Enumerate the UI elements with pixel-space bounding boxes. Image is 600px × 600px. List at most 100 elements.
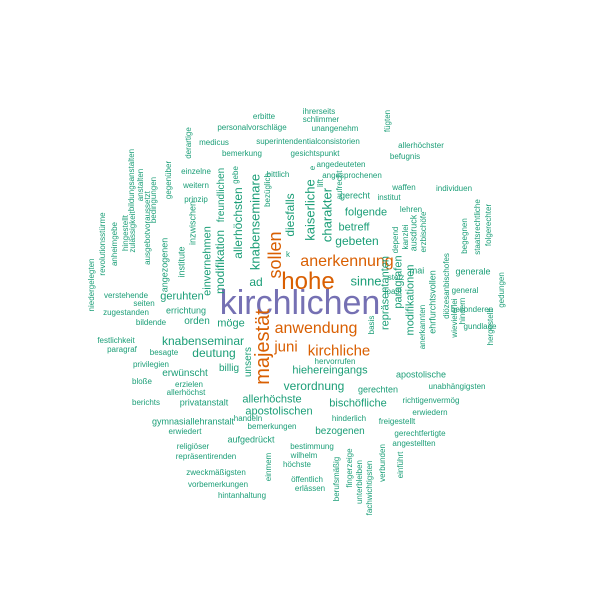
word: e <box>308 165 317 171</box>
word: gesichtspunkt <box>290 149 340 158</box>
word: einführt <box>396 451 405 479</box>
word: einvernehmen <box>201 226 214 296</box>
word: derartige <box>184 127 193 159</box>
word: bezüglich <box>263 173 272 207</box>
word: schlimmer <box>302 115 340 124</box>
word: superintendentialconsistorien <box>256 137 360 146</box>
word: ehrfurchtsvollen <box>427 270 438 334</box>
word: gymnasiallehranstalt <box>151 416 235 427</box>
word: privatanstalt <box>179 397 229 408</box>
word: erzielen <box>174 380 204 389</box>
word: medicus <box>199 138 229 147</box>
word: apostolische <box>395 369 447 380</box>
word: verbunden <box>378 444 387 482</box>
word: erwiedern <box>412 408 448 417</box>
word: erwünscht <box>162 368 208 379</box>
word: anheimgebe <box>110 221 119 267</box>
word: öffentlich <box>291 475 323 484</box>
word: gerechtfertigte <box>394 429 446 438</box>
word: unterbleiben <box>355 459 364 505</box>
word: betreff <box>338 221 370 234</box>
word: sollen <box>265 231 285 279</box>
word: mai <box>409 265 425 276</box>
word: ad <box>249 275 263 289</box>
word: kanzlei <box>401 224 410 250</box>
word: waffen <box>392 183 416 192</box>
word: lehren <box>399 205 423 214</box>
word: niedergelegten <box>87 258 96 312</box>
word: höchste <box>282 460 312 469</box>
word: festlichkeit <box>97 336 135 345</box>
word: angedeuteten <box>316 160 366 169</box>
word: freundlichen <box>216 167 227 223</box>
word: seiten <box>133 299 155 308</box>
word: befugnis <box>389 152 421 161</box>
word: möge <box>217 317 245 330</box>
word: paragraf <box>107 345 137 354</box>
word: kaiserliche <box>302 179 318 241</box>
word: berichts <box>131 398 161 407</box>
word: begegnen <box>460 218 469 254</box>
word: gerecht <box>339 190 371 201</box>
word: hintanhaltung <box>217 491 267 500</box>
word: privilegien <box>132 360 170 369</box>
word: erzbischöfe <box>419 211 428 253</box>
word: orden <box>184 316 210 327</box>
word: gegenüber <box>164 160 173 200</box>
word: knabenseminare <box>247 173 263 271</box>
word: unabhängigsten <box>428 382 486 391</box>
word: anerkannten <box>418 304 427 350</box>
word: hindern <box>458 297 467 325</box>
word: ihrerseits <box>302 107 336 116</box>
word: kirchliche <box>307 342 371 360</box>
word: general <box>451 286 479 295</box>
word: unsers <box>243 346 254 378</box>
word: anwendung <box>274 320 358 337</box>
word: lift <box>316 179 325 187</box>
word: besagte <box>149 348 179 357</box>
word: gerechten <box>357 384 399 395</box>
word: bildende <box>135 318 167 327</box>
word: fachwichtigsten <box>365 460 374 516</box>
word: zweckmäßigsten <box>186 468 246 477</box>
word: unangenehm <box>311 124 359 133</box>
word: folgerechter <box>484 203 493 247</box>
word: wilhelm <box>290 451 318 460</box>
word: billig <box>218 363 240 374</box>
word: generale <box>455 266 491 277</box>
word: erwiedert <box>168 427 202 436</box>
word: apostolischen <box>245 405 313 418</box>
word: erlässen <box>294 484 326 493</box>
word: juni <box>274 338 298 356</box>
word: charakter <box>319 187 335 243</box>
word: bemerkung <box>221 149 263 158</box>
word: bestimmung <box>290 442 334 451</box>
word: gebeten <box>335 234 379 248</box>
word: allerhöchste <box>242 393 302 406</box>
word: gundlage <box>463 322 497 331</box>
word: hinderlich <box>331 414 367 423</box>
word: allerhöchster <box>398 141 444 150</box>
word: personalvorschläge <box>217 123 287 132</box>
word: institute <box>176 246 187 278</box>
word: verordnung <box>283 379 345 393</box>
word: gedungen <box>497 272 506 308</box>
word: richtigenvermög <box>402 396 460 405</box>
word: errichtung <box>165 305 207 316</box>
word: aufgedrückt <box>227 434 275 445</box>
word: kirchlichen <box>219 284 381 322</box>
word: sinne <box>350 273 382 289</box>
word: modifikation <box>213 229 227 295</box>
word: einzelne <box>181 167 211 176</box>
word: basis <box>367 315 376 335</box>
word: freigestellt <box>378 417 416 426</box>
word: verstehende <box>103 291 149 300</box>
word: inzwischen <box>187 200 198 246</box>
word: zugestanden <box>103 308 149 317</box>
word: prinzip <box>184 195 208 204</box>
word: diesfalls <box>283 193 297 237</box>
word: stolz <box>387 273 405 282</box>
word: repräsentirenden <box>175 452 237 461</box>
word: ﬁngerzeige <box>345 448 354 488</box>
